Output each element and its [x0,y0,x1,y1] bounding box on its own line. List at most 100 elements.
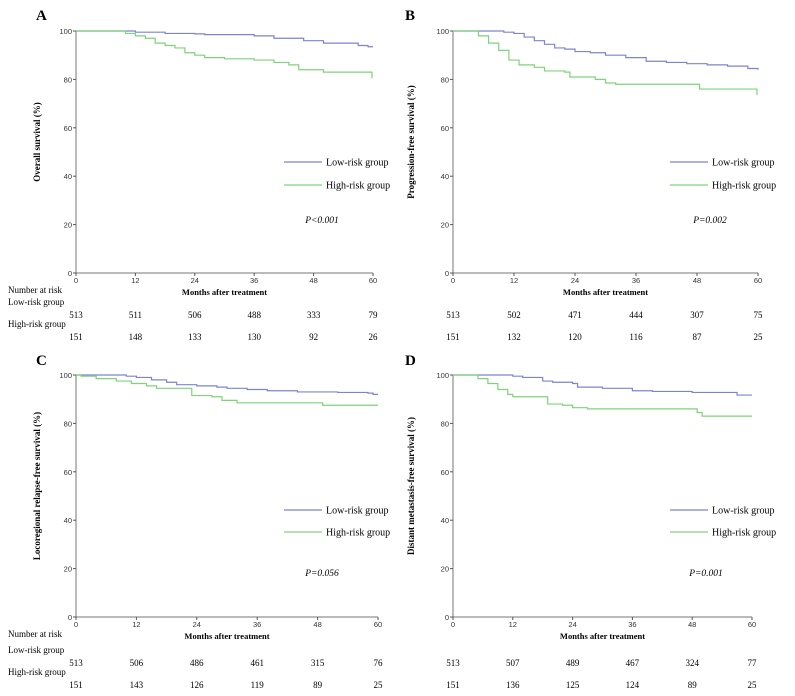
y-tick-label: 20 [441,221,449,230]
risk-count: 324 [685,658,699,668]
y-tick-label: 40 [441,516,449,525]
risk-count: 120 [568,332,582,342]
x-tick-label: 24 [571,276,579,285]
x-tick-label: 12 [509,620,517,629]
y-tick-label: 60 [64,124,72,133]
panel-b: B 0 20 40 60 80 100 0 12 24 36 48 60 Months after tre… [405,8,776,342]
y-tick-label: 0 [445,269,449,278]
risk-count: 79 [369,310,379,320]
y-tick-label: 40 [64,172,72,181]
risk-count: 132 [507,332,521,342]
panel-d: D 0 20 40 60 80 100 0 12 24 36 48 60 Months after tre… [405,353,776,690]
x-tick-label: 0 [451,276,455,285]
survival-curve-high-risk [76,30,373,79]
p-value: P=0.001 [688,569,723,579]
y-tick-label: 60 [441,468,449,477]
risk-count: 136 [506,680,520,690]
risk-count: 92 [309,332,318,342]
risk-count: 486 [190,658,204,668]
x-axis-label: Months after treatment [184,631,269,641]
x-tick-label: 12 [510,276,518,285]
risk-count: 489 [566,658,580,668]
x-tick-label: 60 [748,620,756,629]
panel-label: C [36,353,47,369]
survival-curve-low-risk [76,374,378,395]
y-tick-label: 20 [64,565,72,574]
survival-curve-high-risk [453,30,758,96]
y-tick-label: 0 [445,613,449,622]
x-tick-label: 36 [253,620,261,629]
x-tick-label: 36 [250,276,258,285]
y-tick-label: 80 [441,419,449,428]
y-axis-label: Distant metastasis-free survival (%) [406,417,416,555]
risk-count: 89 [313,680,323,690]
risk-count: 513 [69,310,83,320]
x-axis-label: Months after treatment [182,287,267,297]
x-tick-label: 12 [131,276,139,285]
x-tick-label: 48 [313,620,321,629]
risk-count: 77 [748,658,758,668]
y-tick-label: 100 [436,371,449,380]
y-tick-label: 0 [68,269,72,278]
x-tick-label: 48 [688,620,696,629]
risk-count: 76 [374,658,384,668]
risk-count: 506 [188,310,202,320]
y-tick-label: 40 [441,172,449,181]
risk-count: 130 [247,332,261,342]
risk-count: 461 [250,658,264,668]
survival-curve-high-risk [76,374,378,406]
survival-curve-low-risk [76,30,373,48]
risk-count: 444 [629,310,643,320]
risk-count: 143 [130,680,144,690]
p-value: P=0.002 [692,216,727,226]
risk-count: 89 [688,680,698,690]
risk-count: 506 [130,658,144,668]
y-tick-label: 40 [64,516,72,525]
survival-curve-high-risk [453,374,752,417]
y-tick-label: 80 [441,75,449,84]
x-tick-label: 48 [693,276,701,285]
x-tick-label: 24 [191,276,199,285]
y-tick-label: 0 [68,613,72,622]
risk-count: 119 [251,680,265,690]
risk-count: 488 [247,310,261,320]
risk-count: 333 [307,310,321,320]
x-tick-label: 0 [74,620,78,629]
risk-count: 513 [446,310,460,320]
risk-count: 75 [754,310,764,320]
risk-count: 467 [626,658,640,668]
risk-count: 126 [190,680,204,690]
panel-a: A 0 20 40 60 80 100 0 12 24 36 48 60 Months after tre… [8,8,390,342]
y-axis-label: Progression-free survival (%) [406,85,416,198]
risk-count: 125 [566,680,580,690]
risk-row-label: High-risk group [8,667,66,677]
risk-count: 25 [754,332,764,342]
legend-label: Low-risk group [326,506,389,517]
risk-count: 148 [129,332,143,342]
legend-label: High-risk group [712,181,776,192]
risk-count: 151 [446,680,460,690]
x-tick-label: 36 [628,620,636,629]
risk-count: 307 [690,310,704,320]
p-value: P=0.056 [304,569,339,579]
x-tick-label: 60 [754,276,762,285]
x-tick-label: 0 [451,620,455,629]
x-tick-label: 12 [132,620,140,629]
risk-count: 25 [748,680,758,690]
x-tick-label: 24 [193,620,201,629]
risk-count: 133 [188,332,202,342]
risk-count: 151 [446,332,460,342]
legend-label: Low-risk group [712,506,775,517]
p-value: P<0.001 [304,216,339,226]
risk-count: 502 [507,310,521,320]
legend-label: High-risk group [326,181,390,192]
y-tick-label: 60 [64,468,72,477]
x-tick-label: 0 [74,276,78,285]
risk-row-label: Low-risk group [8,645,65,655]
x-tick-label: 48 [309,276,317,285]
x-tick-label: 60 [369,276,377,285]
y-tick-label: 20 [64,221,72,230]
survival-curve-low-risk [453,30,759,70]
legend-label: High-risk group [712,528,776,539]
